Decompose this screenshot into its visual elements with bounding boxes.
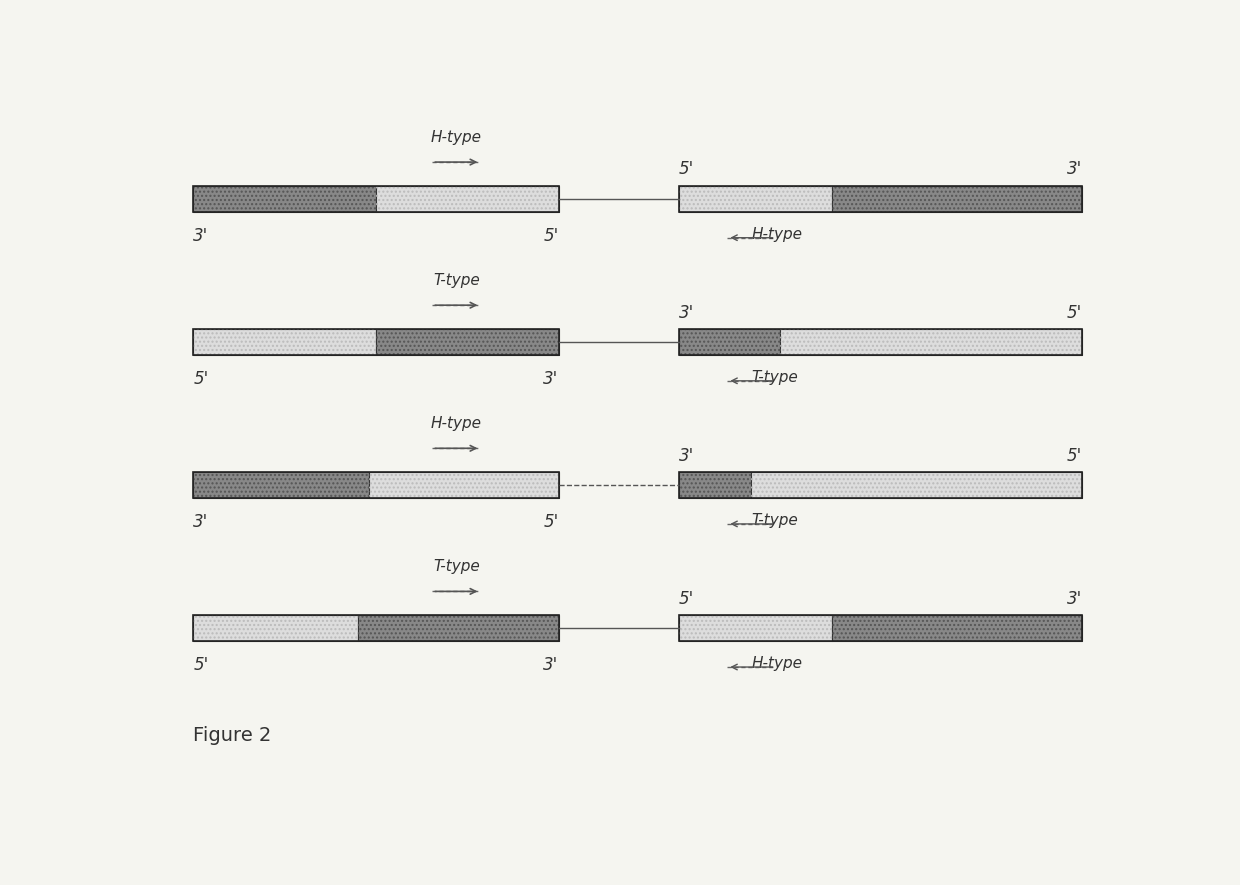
Bar [832, 615, 1083, 641]
Bar [376, 186, 558, 212]
Bar [678, 329, 780, 355]
Bar [832, 615, 1083, 641]
Bar [678, 472, 1083, 498]
Bar [193, 329, 558, 355]
Bar [678, 186, 832, 212]
Bar [193, 472, 558, 498]
Bar [780, 329, 1083, 355]
Bar [193, 472, 368, 498]
Bar [678, 615, 832, 641]
Bar [678, 472, 751, 498]
Bar [368, 472, 558, 498]
Bar [751, 472, 1083, 498]
Text: 3': 3' [543, 370, 558, 388]
Text: 5': 5' [543, 227, 558, 245]
Bar [193, 186, 558, 212]
Text: 3': 3' [543, 656, 558, 674]
Text: H-type: H-type [751, 227, 802, 242]
Bar [678, 186, 832, 212]
Text: 3': 3' [1068, 160, 1083, 179]
Bar [358, 615, 558, 641]
Text: 5': 5' [1068, 304, 1083, 321]
Text: 5': 5' [193, 370, 208, 388]
Bar [193, 615, 358, 641]
Bar [376, 186, 558, 212]
Bar [193, 329, 376, 355]
Text: 3': 3' [678, 447, 694, 465]
Text: H-type: H-type [430, 130, 482, 145]
Bar [678, 329, 780, 355]
Bar [358, 615, 558, 641]
Text: 3': 3' [193, 513, 208, 531]
Bar [193, 329, 376, 355]
Text: 3': 3' [1068, 589, 1083, 608]
Bar [678, 329, 1083, 355]
Bar [832, 186, 1083, 212]
Bar [780, 329, 1083, 355]
Bar [193, 615, 558, 641]
Bar [193, 472, 368, 498]
Text: 3': 3' [193, 227, 208, 245]
Bar [751, 472, 1083, 498]
Bar [376, 329, 558, 355]
Text: H-type: H-type [751, 656, 802, 671]
Text: 5': 5' [543, 513, 558, 531]
Text: Figure 2: Figure 2 [193, 727, 272, 745]
Text: T-type: T-type [433, 559, 480, 574]
Text: T-type: T-type [433, 273, 480, 289]
Bar [193, 186, 376, 212]
Bar [376, 329, 558, 355]
Text: T-type: T-type [751, 370, 799, 385]
Text: T-type: T-type [751, 513, 799, 528]
Bar [193, 615, 358, 641]
Bar [193, 186, 376, 212]
Text: 5': 5' [678, 589, 694, 608]
Text: 5': 5' [1068, 447, 1083, 465]
Text: 3': 3' [678, 304, 694, 321]
Bar [678, 472, 751, 498]
Bar [678, 615, 832, 641]
Text: 5': 5' [193, 656, 208, 674]
Bar [832, 186, 1083, 212]
Bar [678, 615, 1083, 641]
Text: 5': 5' [678, 160, 694, 179]
Bar [368, 472, 558, 498]
Text: H-type: H-type [430, 416, 482, 431]
Bar [678, 186, 1083, 212]
